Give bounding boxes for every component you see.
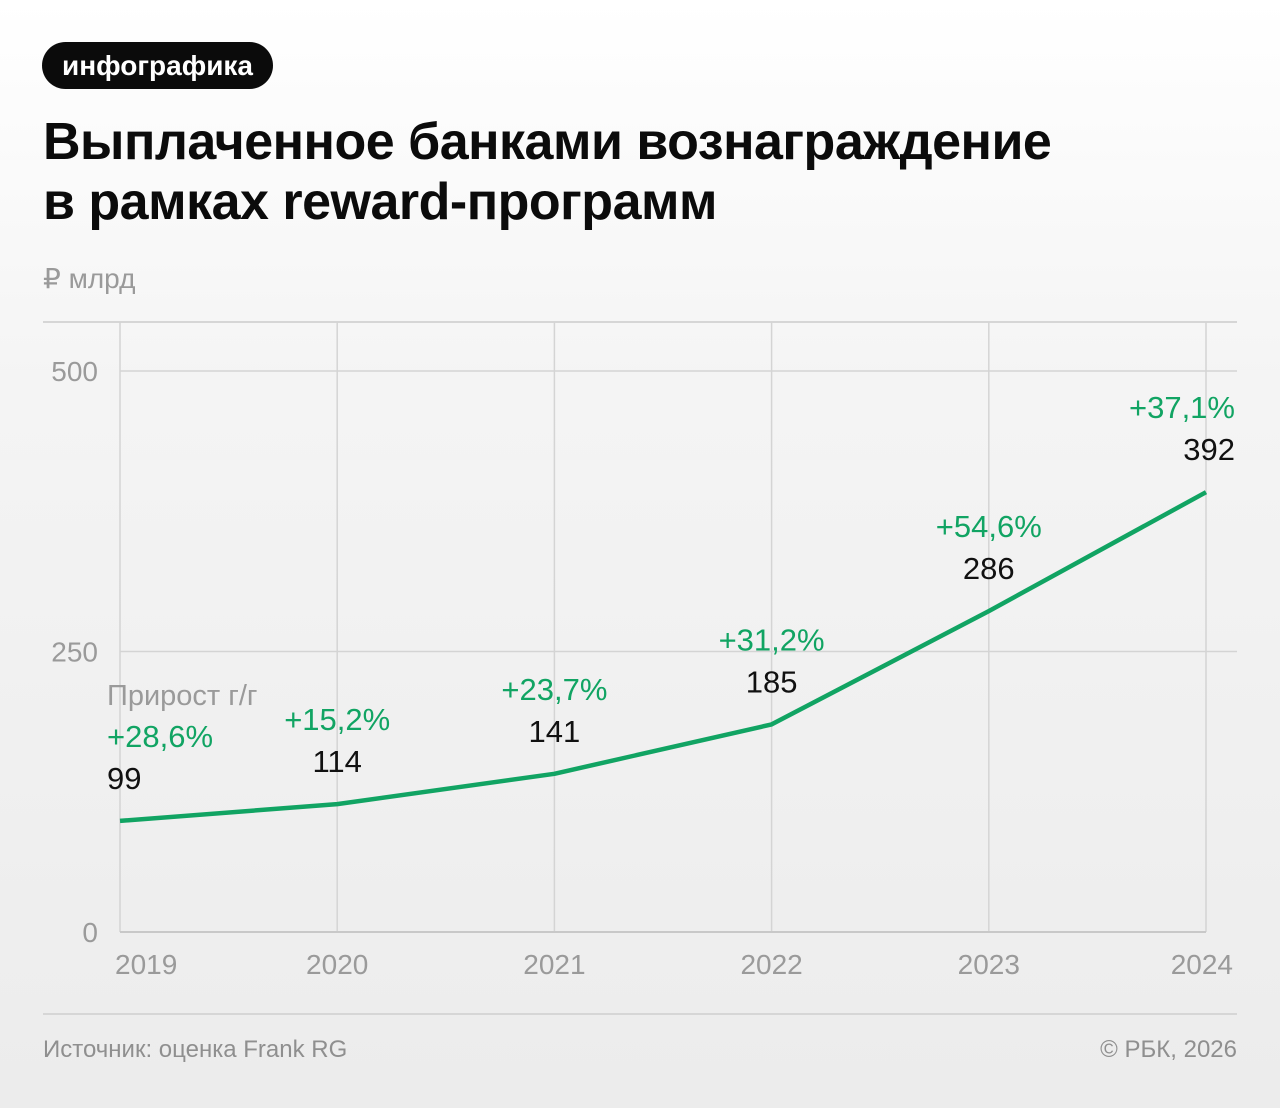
data-label: 114 — [312, 744, 361, 779]
x-tick-label: 2022 — [740, 949, 802, 980]
growth-caption: Прирост г/г — [107, 680, 257, 712]
data-label: 185 — [746, 664, 798, 699]
series-line — [119, 490, 1208, 824]
x-tick-label: 2024 — [1171, 949, 1233, 980]
top-divider — [43, 321, 1237, 323]
chart-title: Выплаченное банками вознаграждение в рам… — [43, 112, 1243, 232]
growth-label: +28,6% — [107, 719, 213, 754]
y-tick-label: 250 — [51, 637, 98, 668]
copyright: © РБК, 2026 — [1100, 1036, 1237, 1063]
x-tick-label: 2019 — [115, 949, 177, 980]
growth-label: +37,1% — [1129, 390, 1235, 425]
growth-label: +15,2% — [284, 702, 390, 737]
y-tick-label: 500 — [51, 356, 98, 387]
data-label: 141 — [529, 714, 581, 749]
growth-label: +31,2% — [719, 622, 825, 657]
y-tick-label: 0 — [82, 917, 98, 948]
x-tick-label: 2023 — [958, 949, 1020, 980]
data-label: 286 — [963, 551, 1015, 586]
category-badge: инфографика — [42, 42, 273, 89]
title-line-1: Выплаченное банками вознаграждение — [43, 113, 1052, 171]
bottom-divider — [43, 1013, 1237, 1015]
x-tick-label: 2021 — [523, 949, 585, 980]
source-note: Источник: оценка Frank RG — [43, 1036, 348, 1063]
unit-label: ₽ млрд — [43, 263, 136, 294]
data-label: 99 — [107, 761, 141, 796]
growth-label: +54,6% — [936, 509, 1042, 544]
growth-label: +23,7% — [501, 672, 607, 707]
title-line-2: в рамках reward-программ — [43, 173, 717, 231]
data-label: 392 — [1183, 432, 1235, 467]
x-tick-label: 2020 — [306, 949, 368, 980]
